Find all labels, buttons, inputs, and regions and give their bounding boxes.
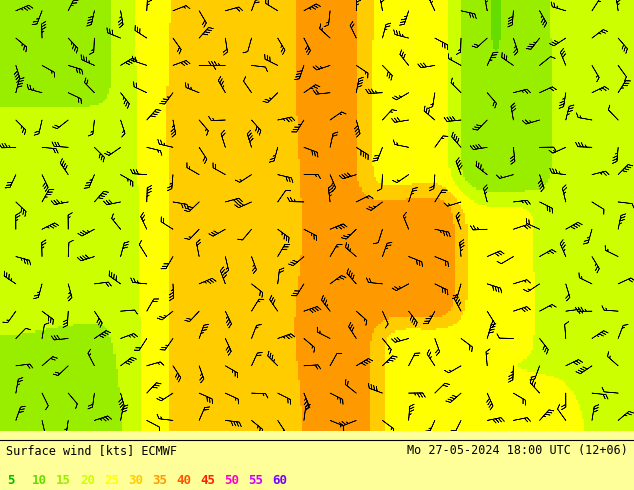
Text: Surface wind [kts] ECMWF: Surface wind [kts] ECMWF bbox=[6, 444, 178, 457]
Text: 35: 35 bbox=[152, 474, 167, 487]
Text: 45: 45 bbox=[200, 474, 216, 487]
Text: Mo 27-05-2024 18:00 UTC (12+06): Mo 27-05-2024 18:00 UTC (12+06) bbox=[407, 444, 628, 457]
Text: 25: 25 bbox=[104, 474, 119, 487]
Text: 20: 20 bbox=[80, 474, 95, 487]
Text: 15: 15 bbox=[56, 474, 71, 487]
Text: 30: 30 bbox=[128, 474, 143, 487]
Text: 55: 55 bbox=[249, 474, 264, 487]
Text: 40: 40 bbox=[176, 474, 191, 487]
Text: 5: 5 bbox=[8, 474, 15, 487]
Text: 50: 50 bbox=[224, 474, 240, 487]
Text: 60: 60 bbox=[273, 474, 288, 487]
Text: 10: 10 bbox=[32, 474, 47, 487]
